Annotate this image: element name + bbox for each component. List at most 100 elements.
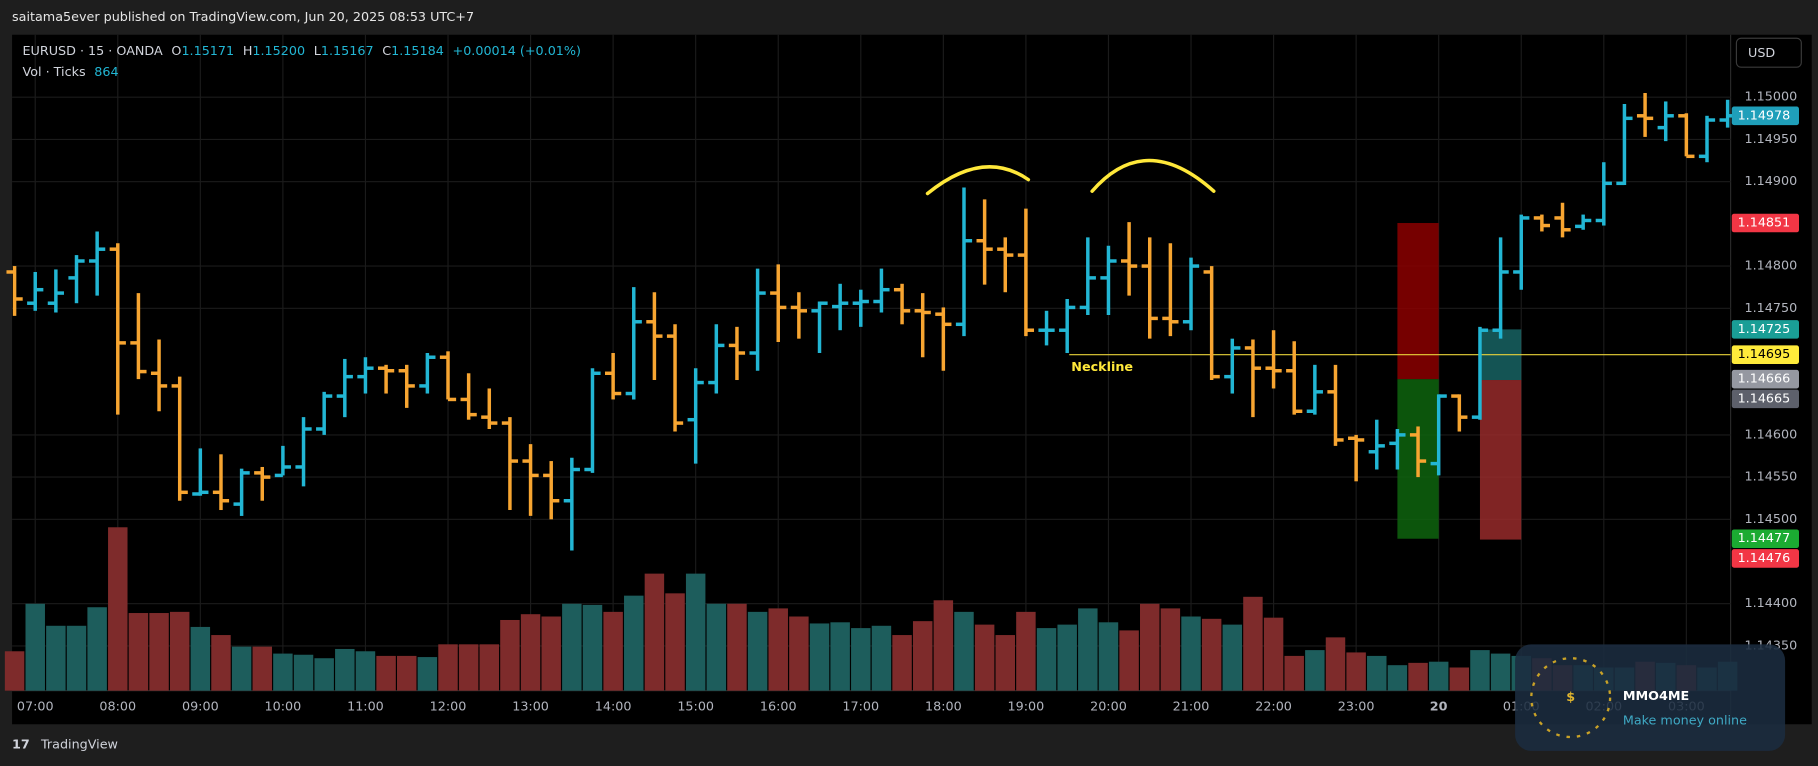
volume-bar [1078, 608, 1098, 691]
currency-label[interactable]: USD [1748, 46, 1775, 61]
x-tick-label: 21:00 [1173, 699, 1210, 714]
y-tick-label: 1.14950 [1745, 132, 1798, 147]
plot: 1.143501.144001.145001.145501.146001.147… [4, 34, 1799, 714]
volume-bar [417, 657, 438, 691]
volume-bar [768, 608, 788, 691]
volume-bar [1387, 665, 1408, 691]
volume-bar [995, 635, 1015, 691]
volume-bar [1036, 628, 1057, 691]
neckline-label: Neckline [1071, 360, 1133, 375]
x-tick-label: 14:00 [595, 699, 632, 714]
volume-bar [169, 611, 190, 691]
volume-bar [1098, 622, 1119, 691]
symbol: EURUSD · 15 · OANDA [22, 43, 163, 58]
price-label: 1.14665 [1738, 391, 1791, 406]
volume-bar [1140, 603, 1160, 691]
volume-bar [1449, 667, 1470, 691]
watermark-subtitle: Make money online [1623, 713, 1747, 728]
volume-bar [747, 611, 768, 691]
x-tick-label: 10:00 [265, 699, 302, 714]
volume-bar [1284, 655, 1304, 691]
value: 1.15171 [181, 43, 234, 58]
volume-bar [87, 607, 107, 691]
volume-legend: Vol · Ticks 864 [22, 64, 118, 79]
price-label-box [1731, 320, 1799, 339]
volume-bar [1222, 624, 1243, 691]
x-tick-label: 15:00 [677, 699, 714, 714]
volume-bar [954, 611, 974, 691]
legend-line: EURUSD · 15 · OANDA O1.15171 H1.15200 L1… [22, 43, 581, 58]
volume-bar [1470, 650, 1490, 691]
volume-bar [190, 626, 211, 691]
volume-bar [871, 625, 892, 691]
volume-bar [376, 655, 396, 691]
price-label-box [1731, 345, 1799, 364]
y-tick-label: 1.14900 [1745, 174, 1798, 189]
volume-bar [809, 623, 830, 691]
volume-bar [1243, 596, 1263, 691]
x-tick-label: 09:00 [182, 699, 219, 714]
volume-bar [912, 621, 933, 691]
volume-bar [727, 603, 747, 691]
price-label: 1.14666 [1738, 372, 1791, 387]
x-tick-label: 11:00 [347, 699, 384, 714]
x-tick-label: 20:00 [1090, 699, 1127, 714]
value: 864 [94, 64, 118, 79]
price-label: 1.14477 [1738, 531, 1791, 546]
price-label: 1.14725 [1738, 322, 1791, 337]
volume-bar [541, 616, 561, 691]
price-label: 1.14978 [1738, 108, 1791, 123]
volume-bar [830, 622, 850, 691]
volume-bar [1119, 630, 1139, 691]
volume-bar [1305, 650, 1325, 691]
y-tick-label: 1.14800 [1745, 259, 1798, 274]
volume-bar [685, 573, 706, 691]
volume-bar [1057, 624, 1077, 691]
volume-bar [665, 593, 685, 691]
volume-bar [1490, 653, 1511, 691]
key: H [243, 43, 253, 58]
volume-bar [851, 628, 871, 691]
value: 1.15184 [391, 43, 444, 58]
volume-bar [128, 613, 149, 691]
y-tick-label: 1.14600 [1745, 427, 1798, 442]
price-label-box [1731, 106, 1799, 126]
x-tick-label: 13:00 [512, 699, 549, 714]
volume-bar [335, 648, 355, 691]
volume-bar [500, 619, 520, 691]
volume-bar [4, 651, 25, 691]
volume-bar [974, 624, 995, 691]
volume-bar [562, 603, 582, 691]
volume-bar [273, 653, 293, 691]
volume-bar [479, 644, 500, 691]
price-label-box [1731, 529, 1799, 548]
x-tick-label: 19:00 [1008, 699, 1045, 714]
currency-button[interactable] [1735, 37, 1802, 68]
watermark-title: MMO4ME [1623, 689, 1689, 704]
volume-bar [1367, 655, 1387, 691]
position-stop-zone [1479, 380, 1522, 540]
x-tick-label: 18:00 [925, 699, 962, 714]
y-tick-label: 1.14500 [1745, 512, 1798, 527]
volume-bar [66, 625, 87, 691]
price-label-box [1731, 389, 1799, 409]
volume-bar [355, 651, 376, 691]
x-tick-label: 07:00 [17, 699, 54, 714]
brand-logo: 17 [12, 738, 30, 753]
value: 1.15200 [252, 43, 305, 58]
x-tick-label: 22:00 [1255, 699, 1292, 714]
drawing-arc [925, 165, 1031, 196]
volume-bar [933, 600, 954, 691]
volume-bar [396, 655, 417, 691]
x-tick-label: 08:00 [99, 699, 136, 714]
volume-bar [25, 603, 45, 691]
footer-brand[interactable]: 17 TradingView [12, 738, 118, 753]
volume-bar [314, 658, 334, 691]
drawing-arc [1090, 158, 1216, 193]
volume-bar [1325, 637, 1346, 691]
brand-name: TradingView [40, 738, 118, 753]
value: 1.15167 [321, 43, 374, 58]
position-stop-zone [1397, 223, 1439, 380]
volume-bar [149, 613, 169, 691]
